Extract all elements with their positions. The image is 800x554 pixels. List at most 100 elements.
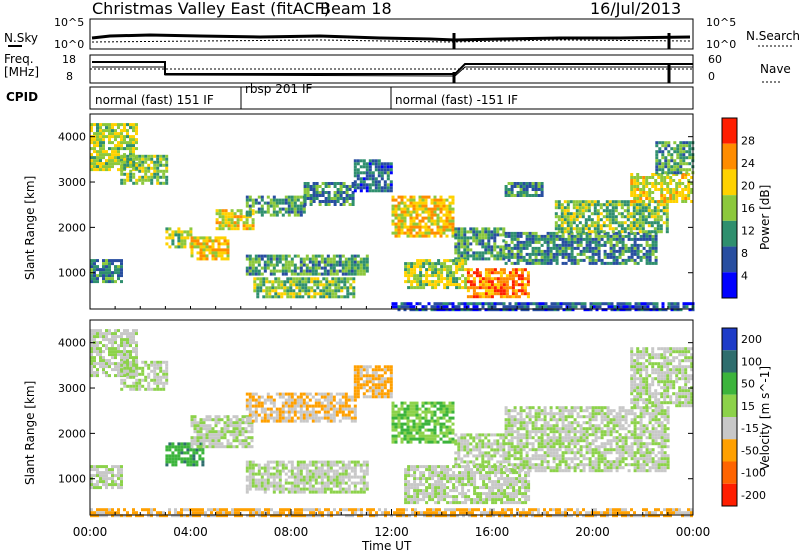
heatmap-cell — [214, 421, 218, 425]
heatmap-cell — [275, 416, 279, 420]
heatmap-cell — [636, 197, 640, 200]
heatmap-cell — [329, 481, 333, 485]
heatmap-cell — [266, 487, 270, 491]
heatmap-cell — [93, 156, 96, 160]
heatmap-cell — [275, 460, 279, 464]
heatmap-cell — [418, 422, 422, 426]
heatmap-cell — [344, 257, 348, 261]
heatmap-cell — [371, 386, 375, 390]
heatmap-cell — [386, 177, 390, 181]
heatmap-cell — [397, 422, 401, 426]
heatmap-cell — [639, 258, 643, 262]
heatmap-cell — [129, 175, 133, 179]
heatmap-cell — [654, 231, 658, 235]
heatmap-cell — [504, 243, 508, 247]
heatmap-cell — [159, 175, 163, 179]
heatmap-cell — [673, 162, 677, 166]
heatmap-cell — [189, 460, 193, 464]
heatmap-cell — [168, 442, 172, 446]
heatmap-cell — [566, 224, 570, 228]
heatmap-cell — [377, 374, 381, 378]
heatmap-cell — [656, 215, 660, 219]
heatmap-cell — [102, 147, 105, 151]
heatmap-cell — [132, 129, 135, 133]
heatmap-cell — [656, 209, 660, 213]
heatmap-cell — [600, 234, 604, 238]
heatmap-cell — [245, 224, 249, 228]
heatmap-cell — [251, 198, 255, 202]
heatmap-cell — [561, 246, 565, 250]
heatmap-cell — [406, 204, 410, 208]
heatmap-cell — [102, 153, 105, 157]
heatmap-cell — [105, 129, 108, 133]
heatmap-cell — [439, 201, 443, 205]
heatmap-cell — [540, 188, 544, 191]
heatmap-cell — [329, 416, 333, 420]
heatmap-cell — [633, 197, 637, 200]
heatmap-cell — [250, 424, 254, 428]
heatmap-cell — [299, 419, 303, 423]
heatmap-cell — [623, 209, 627, 213]
heatmap-cell — [452, 262, 456, 266]
heatmap-cell — [334, 289, 338, 293]
heatmap-cell — [575, 212, 579, 216]
heatmap-cell — [253, 283, 257, 287]
heatmap-cell — [251, 395, 255, 399]
heatmap-cell — [353, 263, 357, 267]
heatmap-cell — [344, 407, 348, 411]
heatmap-cell — [520, 302, 524, 306]
heatmap-cell — [418, 416, 422, 420]
heatmap-cell — [391, 207, 395, 211]
heatmap-cell — [676, 162, 680, 166]
heatmap-cell — [190, 245, 194, 249]
heatmap-cell — [662, 221, 666, 225]
heatmap-cell — [117, 132, 120, 136]
heatmap-cell — [575, 200, 579, 204]
heatmap-cell — [549, 249, 553, 253]
heatmap-cell — [347, 484, 351, 488]
cpid-segment-3: normal (fast) -151 IF — [395, 93, 518, 107]
heatmap-cell — [637, 305, 641, 309]
heatmap-cell — [403, 428, 407, 432]
heatmap-cell — [380, 162, 384, 166]
heatmap-cell — [614, 221, 618, 225]
heatmap-cell — [540, 243, 544, 247]
heatmap-cell — [96, 153, 99, 157]
heatmap-cell — [308, 272, 312, 276]
heatmap-cell — [298, 283, 302, 287]
heatmap-cell — [380, 174, 384, 178]
heatmap-cell — [609, 255, 613, 259]
heatmap-cell — [661, 162, 665, 166]
heatmap-cell — [664, 141, 668, 145]
heatmap-cell — [257, 269, 261, 273]
heatmap-cell — [347, 395, 351, 399]
heatmap-cell — [96, 265, 99, 269]
heatmap-cell — [105, 332, 108, 336]
heatmap-cell — [619, 305, 623, 309]
heatmap-cell — [663, 176, 667, 179]
heatmap-cell — [380, 386, 384, 390]
heatmap-cell — [230, 224, 234, 228]
heatmap-cell — [472, 302, 476, 306]
heatmap-cell — [666, 197, 670, 200]
heatmap-cell — [339, 191, 343, 194]
heatmap-cell — [377, 389, 381, 393]
heatmap-cell — [424, 216, 428, 220]
heatmap-cell — [305, 254, 309, 258]
heatmap-cell — [547, 305, 551, 309]
heatmap-cell — [394, 434, 398, 438]
heatmap-cell — [667, 153, 671, 157]
heatmap-cell — [421, 219, 425, 223]
heatmap-cell — [289, 277, 293, 281]
heatmap-cell — [248, 210, 252, 214]
heatmap-cell — [254, 266, 258, 270]
heatmap-cell — [478, 308, 482, 312]
heatmap-cell — [383, 162, 387, 166]
heatmap-cell — [114, 147, 117, 151]
heatmap-cell — [289, 283, 293, 287]
heatmap-cell — [266, 210, 270, 214]
heatmap-cell — [281, 463, 285, 467]
heatmap-cell — [472, 280, 476, 284]
heatmap-cell — [517, 274, 521, 278]
heatmap-cell — [271, 289, 275, 293]
